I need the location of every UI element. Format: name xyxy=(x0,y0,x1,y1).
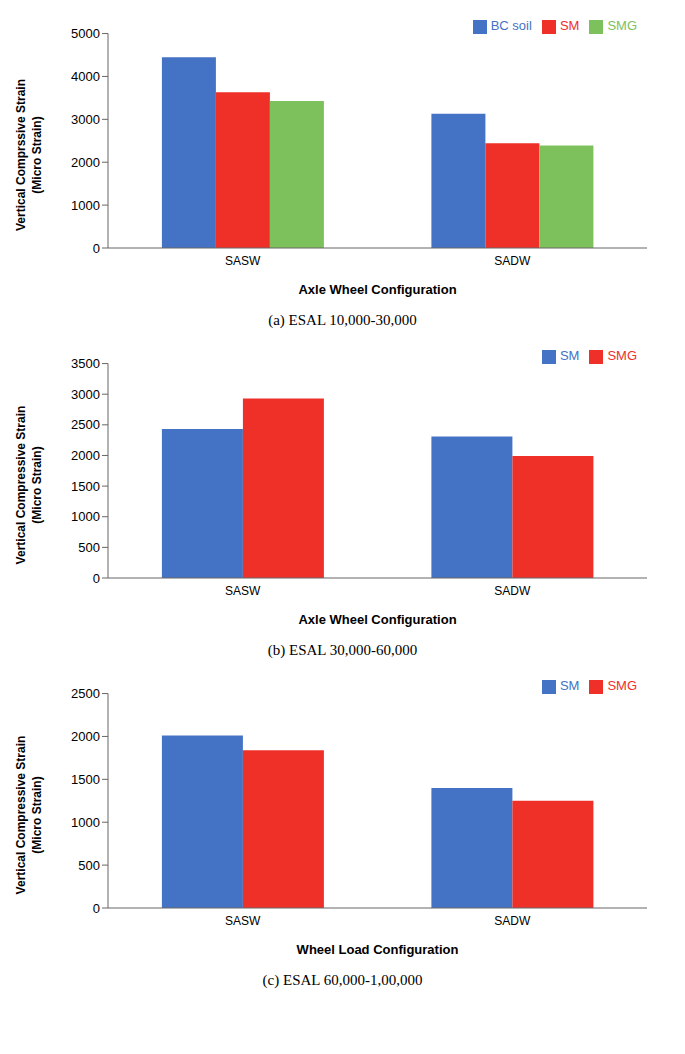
svg-text:500: 500 xyxy=(78,858,100,873)
svg-text:SADW: SADW xyxy=(494,584,531,598)
html-text:(Micro Strain): (Micro Strain) xyxy=(30,446,44,524)
svg-text:2000: 2000 xyxy=(71,729,100,744)
svg-text:Axle Wheel Configuration: Axle Wheel Configuration xyxy=(298,612,456,627)
svg-text:1000: 1000 xyxy=(71,509,100,524)
svg-text:1000: 1000 xyxy=(71,198,100,213)
svg-text:3000: 3000 xyxy=(71,387,100,402)
svg-text:SADW: SADW xyxy=(494,254,531,268)
html-text:SM: SM xyxy=(559,678,580,693)
svg-text:Axle Wheel Configuration: Axle Wheel Configuration xyxy=(298,282,456,297)
svg-text:2000: 2000 xyxy=(71,155,100,170)
html-text:SM: SM xyxy=(559,348,580,363)
html-text:(Micro Strain): (Micro Strain) xyxy=(30,776,44,854)
svg-text:5000: 5000 xyxy=(71,26,100,41)
svg-text:3500: 3500 xyxy=(71,356,100,371)
svg-text:SADW: SADW xyxy=(494,914,531,928)
html-text:(b) ESAL 30,000-60,000: (b) ESAL 30,000-60,000 xyxy=(267,642,418,658)
html-text:SM: SM xyxy=(559,18,580,33)
svg-text:4000: 4000 xyxy=(71,69,100,84)
svg-text:1000: 1000 xyxy=(71,815,100,830)
svg-text:2500: 2500 xyxy=(71,417,100,432)
html-text:SMG: SMG xyxy=(607,348,637,363)
html-text:(Micro Strain): (Micro Strain) xyxy=(30,116,44,194)
html-text:BC soil: BC soil xyxy=(490,18,532,33)
svg-text:3000: 3000 xyxy=(71,112,100,127)
html-text:(a) ESAL 10,000-30,000: (a) ESAL 10,000-30,000 xyxy=(268,312,417,328)
svg-text:2500: 2500 xyxy=(71,686,100,701)
svg-text:SASW: SASW xyxy=(225,914,261,928)
svg-text:1500: 1500 xyxy=(71,479,100,494)
html-text:Vertical Compressive Strain: Vertical Compressive Strain xyxy=(14,405,28,565)
svg-text:1500: 1500 xyxy=(71,772,100,787)
svg-text:SASW: SASW xyxy=(225,584,261,598)
html-text:Vertical Comprssive Strain: Vertical Comprssive Strain xyxy=(14,79,28,231)
svg-text:0: 0 xyxy=(93,901,100,916)
svg-text:500: 500 xyxy=(78,540,100,555)
html-text:SMG: SMG xyxy=(607,678,637,693)
html-text:Vertical Compressive Strain: Vertical Compressive Strain xyxy=(14,735,28,895)
svg-text:0: 0 xyxy=(93,241,100,256)
svg-text:0: 0 xyxy=(93,571,100,586)
svg-text:SASW: SASW xyxy=(225,254,261,268)
html-text:SMG: SMG xyxy=(607,18,637,33)
svg-text:Wheel Load Configuration: Wheel Load Configuration xyxy=(297,942,459,957)
svg-text:2000: 2000 xyxy=(71,448,100,463)
html-text:(c) ESAL 60,000-1,00,000: (c) ESAL 60,000-1,00,000 xyxy=(262,972,423,988)
